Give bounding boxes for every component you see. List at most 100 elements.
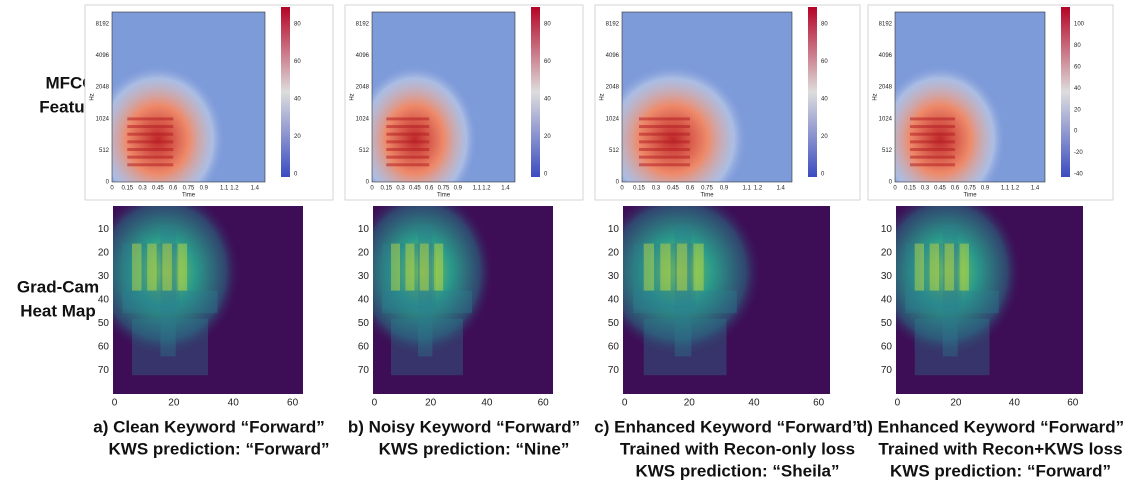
- y-tick-label: 2048: [356, 85, 370, 91]
- spectrogram-band: [386, 125, 430, 129]
- y-tick-label: 10: [608, 224, 620, 235]
- x-tick-label: 60: [813, 398, 825, 409]
- heatmap-patch: [160, 224, 176, 357]
- spectrogram-band: [386, 148, 430, 151]
- x-tick-label: 0.15: [904, 186, 916, 192]
- y-tick-label: 4096: [356, 53, 370, 59]
- y-tick-label: 4096: [606, 53, 620, 59]
- heatmap-hot: [944, 243, 954, 291]
- y-tick-label: 4096: [879, 53, 893, 59]
- heatmap-patch: [132, 318, 208, 376]
- y-tick-label: 0: [616, 180, 620, 186]
- heatmap-patch: [905, 243, 962, 310]
- y-tick-label: 40: [881, 295, 893, 306]
- x-tick-label: 0.6: [686, 186, 695, 192]
- spectrogram-band: [639, 125, 690, 129]
- x-tick-label: 40: [228, 398, 240, 409]
- colorbar-tick-label: 40: [544, 97, 551, 103]
- x-tick-label: 0.6: [951, 186, 960, 192]
- spectrogram-band: [910, 155, 955, 159]
- spectrogram-blob: [895, 12, 1045, 182]
- colorbar-tick-label: 80: [544, 22, 551, 28]
- y-tick-label: 8192: [96, 21, 110, 27]
- caption: Trained with Recon-only loss: [620, 439, 855, 458]
- caption: KWS prediction: “Forward”: [890, 461, 1111, 480]
- x-tick-label: 0.9: [454, 186, 463, 192]
- colorbar-tick-label: -40: [1074, 172, 1083, 178]
- x-tick-label: 1.1: [742, 186, 751, 192]
- y-axis-label: Hz: [873, 93, 879, 100]
- x-tick-label: 0.3: [138, 186, 147, 192]
- heatmap-glow: [896, 206, 1065, 394]
- y-axis-label: Hz: [600, 93, 606, 100]
- x-tick-label: 20: [950, 398, 962, 409]
- x-tick-label: 0.6: [169, 186, 178, 192]
- spectrogram-band: [910, 132, 955, 136]
- y-tick-label: 10: [881, 224, 893, 235]
- x-tick-label: 0: [112, 398, 118, 409]
- spectrogram-border: [894, 11, 1046, 183]
- spectrogram-band: [910, 140, 955, 144]
- x-tick-label: 0.75: [438, 186, 450, 192]
- y-tick-label: 0: [366, 180, 370, 186]
- x-tick-label: 0.75: [701, 186, 713, 192]
- x-axis-label: Time: [182, 193, 196, 199]
- x-tick-label: 1.1: [220, 186, 229, 192]
- caption: c) Enhanced Keyword “Forward”: [594, 417, 860, 436]
- y-tick-label: 1024: [356, 116, 370, 122]
- y-tick-label: 60: [608, 342, 620, 353]
- x-tick-label: 1.2: [482, 186, 491, 192]
- x-tick-label: 40: [1009, 398, 1021, 409]
- spectrogram-band: [386, 140, 430, 144]
- y-tick-label: 40: [608, 295, 620, 306]
- x-tick-label: 0: [110, 186, 114, 192]
- caption: a) Clean Keyword “Forward”: [93, 417, 324, 436]
- caption: KWS prediction: “Sheila”: [635, 461, 839, 480]
- heatmap-glow: [623, 206, 810, 394]
- spectrogram-band: [127, 117, 174, 121]
- y-tick-label: 50: [98, 318, 110, 329]
- colorbar-tick-label: -20: [1074, 150, 1083, 156]
- x-tick-label: 0.15: [633, 186, 645, 192]
- y-tick-label: 40: [358, 295, 370, 306]
- x-tick-label: 1.2: [1011, 186, 1020, 192]
- x-tick-label: 0.15: [121, 186, 133, 192]
- colorbar-tick-label: 60: [1074, 64, 1081, 70]
- x-tick-label: 20: [168, 398, 180, 409]
- x-tick-label: 0: [622, 398, 628, 409]
- heatmap-hot: [914, 243, 925, 291]
- y-tick-label: 1024: [96, 116, 110, 122]
- y-tick-label: 512: [609, 148, 620, 154]
- heatmap-hot: [132, 243, 142, 291]
- heatmap-patch: [914, 318, 990, 376]
- heatmap-hot: [391, 243, 400, 291]
- heatmap-glow: [113, 206, 284, 394]
- y-tick-label: 20: [358, 248, 370, 259]
- y-tick-label: 20: [881, 248, 893, 259]
- colorbar-tick-label: 0: [1074, 129, 1078, 135]
- heatmap-patch: [122, 290, 218, 314]
- y-tick-label: 8192: [606, 21, 620, 27]
- y-tick-label: 50: [608, 318, 620, 329]
- x-tick-label: 0.15: [380, 186, 392, 192]
- y-tick-label: 60: [358, 342, 370, 353]
- heatmap-hot: [660, 243, 671, 291]
- x-tick-label: 1.4: [501, 186, 510, 192]
- spectrogram-border: [621, 11, 793, 183]
- y-tick-label: 50: [881, 318, 893, 329]
- spectrogram-band: [639, 163, 690, 167]
- y-tick-label: 30: [881, 271, 893, 282]
- x-axis-label: Time: [963, 193, 977, 199]
- y-tick-label: 0: [889, 180, 893, 186]
- colorbar-tick-label: 20: [821, 134, 828, 140]
- heatmap-patch: [633, 290, 737, 314]
- spectrogram-border: [111, 11, 266, 183]
- spectrogram-band: [127, 125, 174, 129]
- x-tick-label: 20: [684, 398, 696, 409]
- y-tick-label: 30: [608, 271, 620, 282]
- colorbar-tick-label: 20: [294, 134, 301, 140]
- x-tick-label: 1.4: [776, 186, 785, 192]
- x-axis-label: Time: [700, 193, 714, 199]
- x-tick-label: 20: [425, 398, 437, 409]
